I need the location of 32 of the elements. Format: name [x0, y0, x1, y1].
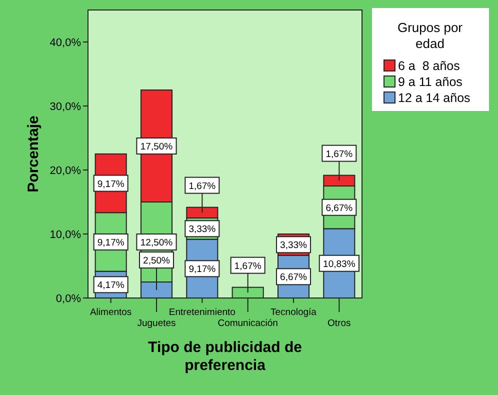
x-tick-label: Alimentos [90, 307, 132, 318]
data-label: 3,33% [188, 224, 216, 236]
legend-label: 6 a 8 años [398, 59, 460, 73]
x-tick-label: Tecnología [270, 307, 318, 318]
y-tick-label: 0,0% [56, 293, 82, 305]
data-label: 9,17% [97, 178, 125, 190]
y-axis-title: Porcentaje [25, 116, 42, 192]
x-axis-title: Tipo de publicidad de preferencia [148, 339, 302, 374]
data-label: 6,67% [326, 202, 354, 214]
y-tick-label: 10,0% [50, 229, 82, 241]
data-label: 9,17% [97, 237, 125, 248]
y-tick-label: 40,0% [50, 37, 82, 49]
y-tick-label: 20,0% [50, 165, 82, 177]
data-label: 9,17% [188, 264, 216, 276]
data-label: 17,50% [140, 142, 174, 152]
data-label: 12,50% [140, 238, 174, 248]
x-tick-label: Juguetes [137, 318, 176, 329]
x-tick-label: Otros [328, 318, 352, 329]
data-label: 3,33% [280, 240, 308, 252]
data-label: 10,83% [323, 258, 356, 270]
data-label: 1,67% [234, 260, 262, 272]
legend-label: 9 a 11 años [398, 75, 462, 89]
data-label: 1,67% [188, 180, 216, 192]
legend-title: Grupos por edad [397, 20, 464, 51]
data-label: 4,17% [97, 280, 125, 292]
x-tick-label: Comunicación [218, 318, 278, 329]
data-label: 2,50% [143, 256, 171, 266]
x-tick-label: Entretenimiento [168, 307, 236, 318]
y-tick-label: 30,0% [50, 101, 82, 113]
data-label: 6,67% [280, 272, 308, 284]
legend-label: 12 a 14 años [398, 91, 470, 105]
data-label: 1,67% [326, 148, 354, 160]
